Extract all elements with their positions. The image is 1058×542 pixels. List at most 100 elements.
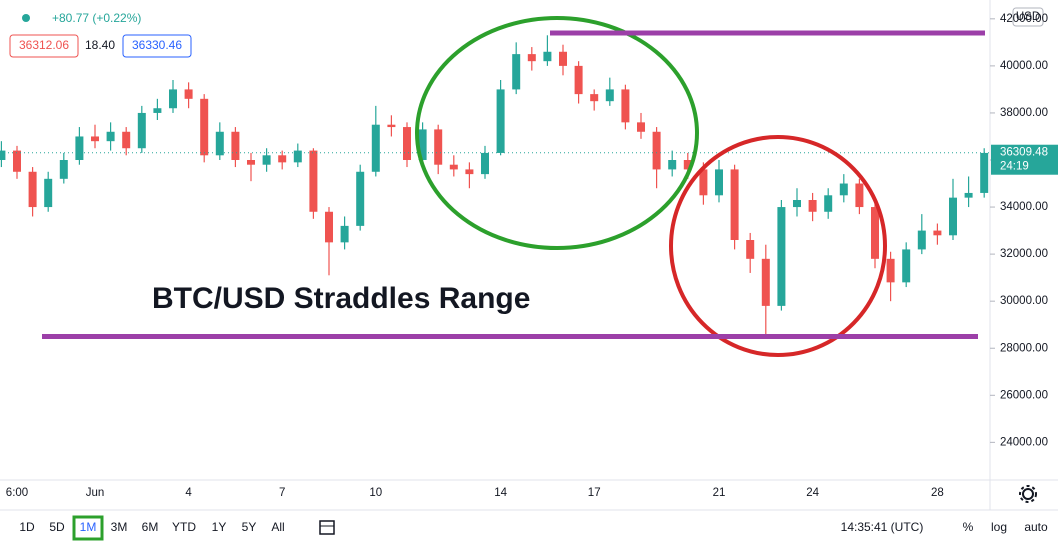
- range-button[interactable]: 1Y: [212, 520, 227, 534]
- red-ellipse: [669, 135, 887, 357]
- candle-body: [0, 150, 6, 160]
- candle-body: [13, 150, 21, 172]
- candle-body: [761, 258, 770, 306]
- candle-body: [527, 54, 536, 62]
- green-ellipse: [415, 16, 699, 250]
- candle-body: [793, 200, 801, 208]
- candle-body: [356, 171, 365, 226]
- last-price-box: [991, 144, 1058, 175]
- candle-body: [652, 131, 661, 170]
- candle-body: [200, 98, 209, 156]
- x-tick-label: 6:00: [6, 487, 28, 499]
- spread: 18.40: [85, 38, 115, 52]
- x-tick-label: 24: [806, 487, 819, 499]
- x-tick-label: Jun: [86, 487, 105, 499]
- candle-body: [621, 89, 630, 123]
- y-tick-label: 28000.00: [1000, 342, 1048, 354]
- candle-body: [231, 131, 240, 160]
- range-button[interactable]: 5Y: [242, 520, 257, 534]
- candle-body: [309, 150, 318, 212]
- candle-body: [278, 155, 287, 163]
- y-tick-label: 40000.00: [1000, 60, 1048, 72]
- candle-body: [262, 155, 271, 165]
- candle-body: [824, 195, 833, 212]
- currency: USD: [1016, 11, 1040, 23]
- settings-icon[interactable]: [1019, 485, 1037, 503]
- y-tick-label: 26000.00: [1000, 389, 1048, 401]
- candle-body: [449, 164, 458, 170]
- candle-body: [153, 108, 162, 113]
- currency-box[interactable]: [1012, 7, 1044, 27]
- x-tick-label: 14: [494, 487, 507, 499]
- range-button[interactable]: 3M: [111, 520, 128, 534]
- change: +80.77 (+0.22%): [52, 11, 141, 25]
- x-tick-label: 28: [931, 487, 944, 499]
- candle-body: [496, 89, 505, 153]
- y-tick-label: 30000.00: [1000, 295, 1048, 307]
- candle-body: [871, 207, 879, 259]
- x-tick-label: 10: [369, 487, 382, 499]
- candle-body: [683, 160, 692, 170]
- candle-body: [169, 89, 177, 109]
- candle-body: [949, 197, 957, 236]
- scale-button[interactable]: auto: [1024, 520, 1048, 534]
- candle-body: [590, 94, 599, 102]
- status-dot: [22, 14, 30, 22]
- candle-body: [434, 129, 443, 165]
- candle-body: [746, 240, 755, 259]
- candle-body: [481, 152, 489, 175]
- candle-body: [917, 230, 926, 250]
- candle-body: [715, 169, 723, 196]
- clock: 14:35:41 (UTC): [841, 520, 924, 534]
- candle-body: [902, 249, 911, 283]
- candle-body: [512, 54, 521, 90]
- candle-body: [637, 122, 645, 132]
- candle-body: [247, 160, 255, 165]
- y-tick-label: 32000.00: [1000, 248, 1048, 260]
- candle-body: [964, 192, 973, 198]
- x-tick-label: 4: [185, 487, 192, 499]
- candle-body: [75, 136, 84, 160]
- candle-body: [980, 152, 989, 193]
- range-button[interactable]: 6M: [142, 520, 159, 534]
- candle-body: [418, 129, 427, 160]
- range-button[interactable]: YTD: [172, 520, 196, 534]
- bid-box[interactable]: [9, 34, 79, 58]
- scale-button[interactable]: log: [991, 520, 1007, 534]
- bid: 36312.06: [19, 38, 69, 52]
- range-button[interactable]: 1D: [19, 520, 35, 534]
- y-tick-label: 24000.00: [1000, 436, 1048, 448]
- candle-body: [44, 178, 53, 208]
- candle-body: [559, 51, 567, 66]
- countdown: 24:19: [1000, 161, 1029, 173]
- candle-body: [543, 51, 552, 62]
- candle-body: [855, 183, 864, 208]
- plot-area: [0, 35, 990, 335]
- y-tick-label: 42000.00: [1000, 13, 1048, 25]
- date-range-icon[interactable]: [319, 520, 335, 535]
- candle-body: [574, 65, 583, 95]
- candle-body: [465, 169, 474, 175]
- candle-body: [808, 200, 817, 212]
- ask-box[interactable]: [122, 34, 192, 58]
- candle-body: [387, 124, 396, 128]
- last-price: 36309.48: [1000, 147, 1048, 159]
- active-range-box: [72, 515, 104, 541]
- candle-body: [933, 230, 942, 236]
- range-button[interactable]: 1M: [80, 520, 97, 534]
- y-tick-label: 34000.00: [1000, 201, 1048, 213]
- candle-body: [91, 136, 99, 142]
- candle-body: [106, 131, 115, 142]
- candle-body: [215, 131, 224, 156]
- range-button[interactable]: 5D: [49, 520, 65, 534]
- candle-body: [777, 207, 786, 306]
- candle-body: [699, 169, 708, 196]
- candle-body: [59, 160, 68, 179]
- candle-body: [137, 112, 146, 149]
- candle-body: [403, 127, 411, 160]
- scale-button[interactable]: %: [963, 520, 974, 534]
- x-tick-label: 7: [279, 487, 285, 499]
- range-button[interactable]: All: [271, 520, 284, 534]
